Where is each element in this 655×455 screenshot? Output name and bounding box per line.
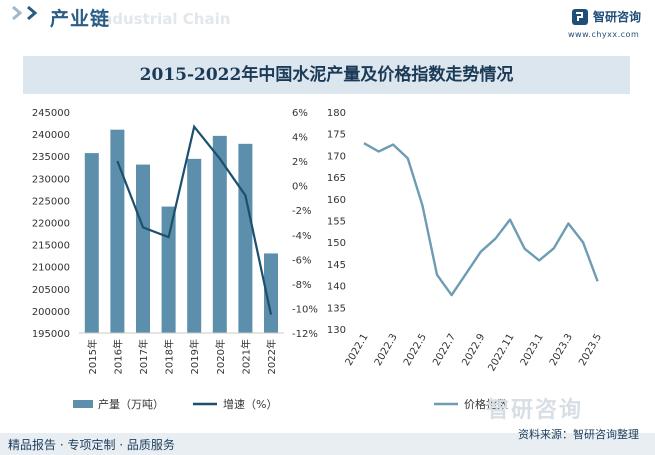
footer-bar: [0, 433, 655, 455]
price-x-tick-label: 2022.1: [344, 332, 371, 368]
price-axis-tick-label: 135: [327, 303, 346, 314]
brand-logo-icon: [572, 9, 588, 25]
price-x-tick-label: 2022.9: [460, 332, 487, 368]
right-axis-tick-label: -8%: [292, 280, 311, 291]
production-chart: 245000 240000 235000 230000 225000 220000 2150…: [32, 108, 318, 411]
price-axis-tick-label: 160: [327, 195, 346, 206]
left-axis-tick-label: 220000: [32, 219, 70, 230]
left-axis-tick-label: 215000: [32, 241, 70, 252]
x-axis-tick-label: 2016年: [111, 339, 124, 374]
section-title: 产业链: [50, 8, 111, 30]
legend-label-production: 产量（万吨）: [98, 397, 164, 411]
x-axis-tick-label: 2018年: [163, 339, 176, 374]
price-x-tick-label: 2022.7: [431, 332, 458, 368]
price-index-line: [363, 142, 599, 297]
right-axis-tick-label: -4%: [292, 231, 311, 242]
production-bar: [110, 129, 125, 333]
left-axis-tick-label: 230000: [32, 174, 70, 185]
production-bar: [264, 253, 278, 333]
production-bar: [84, 153, 99, 333]
price-x-tick-label: 2023.3: [548, 332, 575, 368]
right-axis-tick-label: 2%: [292, 157, 308, 168]
legend-swatch-production: [73, 400, 93, 408]
price-axis-tick-label: 130: [327, 325, 346, 336]
growth-rate-line: [116, 124, 273, 315]
left-axis-tick-label: 240000: [32, 130, 70, 141]
production-bar: [187, 158, 202, 333]
price-x-tick-label: 2023.5: [577, 332, 604, 368]
right-axis-tick-label: -2%: [292, 206, 311, 217]
chevron-right-icon: [27, 6, 38, 20]
price-x-tick-label: 2023.1: [519, 332, 546, 368]
x-axis-tick-label: 2022年: [265, 339, 278, 374]
chart-title: 2015-2022年中国水泥产量及价格指数走势情况: [139, 65, 514, 85]
x-axis-tick-label: 2019年: [188, 339, 201, 374]
brand-url: www.chyxx.com: [568, 30, 640, 39]
source-note: 资料来源：智研咨询整理: [518, 428, 639, 441]
production-bar: [212, 135, 227, 333]
production-bar: [136, 164, 150, 333]
left-axis-tick-label: 225000: [32, 196, 70, 207]
x-axis-tick-label: 2017年: [137, 339, 150, 374]
price-axis-tick-label: 180: [327, 108, 346, 119]
left-axis-tick-label: 245000: [32, 108, 70, 119]
price-axis-tick-label: 150: [327, 238, 346, 249]
price-axis-tick-label: 145: [327, 260, 346, 271]
right-axis-tick-label: 6%: [292, 108, 308, 119]
price-x-tick-label: 2022.3: [373, 332, 400, 368]
legend-label-growth: 增速（%）: [223, 397, 277, 411]
watermark-text: 智研咨询: [487, 398, 584, 423]
x-axis-tick-label: 2021年: [239, 339, 252, 374]
header-bar: [0, 0, 655, 40]
left-axis-tick-label: 205000: [32, 285, 70, 296]
price-axis-tick-label: 155: [327, 217, 346, 228]
price-axis-tick-label: 140: [327, 282, 346, 293]
price-x-tick-label: 2022.11: [486, 332, 516, 373]
right-axis-tick-label: -6%: [292, 255, 311, 266]
chevron-right-icon: [12, 6, 23, 20]
price-axis-tick-label: 165: [327, 173, 346, 184]
production-bar: [238, 143, 253, 333]
right-axis-tick-label: -12%: [292, 329, 318, 340]
section-subtitle: Industrial Chain: [96, 10, 231, 28]
title-band: [23, 56, 630, 94]
left-axis-tick-label: 210000: [32, 263, 70, 274]
footer-slogan: 精品报告 · 专项定制 · 品质服务: [8, 438, 175, 452]
production-bar: [161, 206, 176, 333]
left-axis-tick-label: 200000: [32, 307, 70, 318]
price-x-tick-label: 2022.5: [402, 332, 429, 368]
legend-label-price: 价格指数: [464, 397, 508, 411]
brand-name: 智研咨询: [593, 10, 642, 24]
x-axis-tick-label: 2015年: [86, 339, 99, 374]
right-axis-tick-label: 0%: [292, 182, 308, 193]
right-axis-tick-label: 4%: [292, 133, 308, 144]
left-axis-tick-label: 235000: [32, 152, 70, 163]
price-axis-tick-label: 170: [327, 151, 346, 162]
right-axis-tick-label: -10%: [292, 304, 318, 315]
left-axis-tick-label: 195000: [32, 329, 70, 340]
x-axis-tick-label: 2020年: [214, 339, 227, 374]
price-axis-tick-label: 175: [327, 130, 346, 141]
